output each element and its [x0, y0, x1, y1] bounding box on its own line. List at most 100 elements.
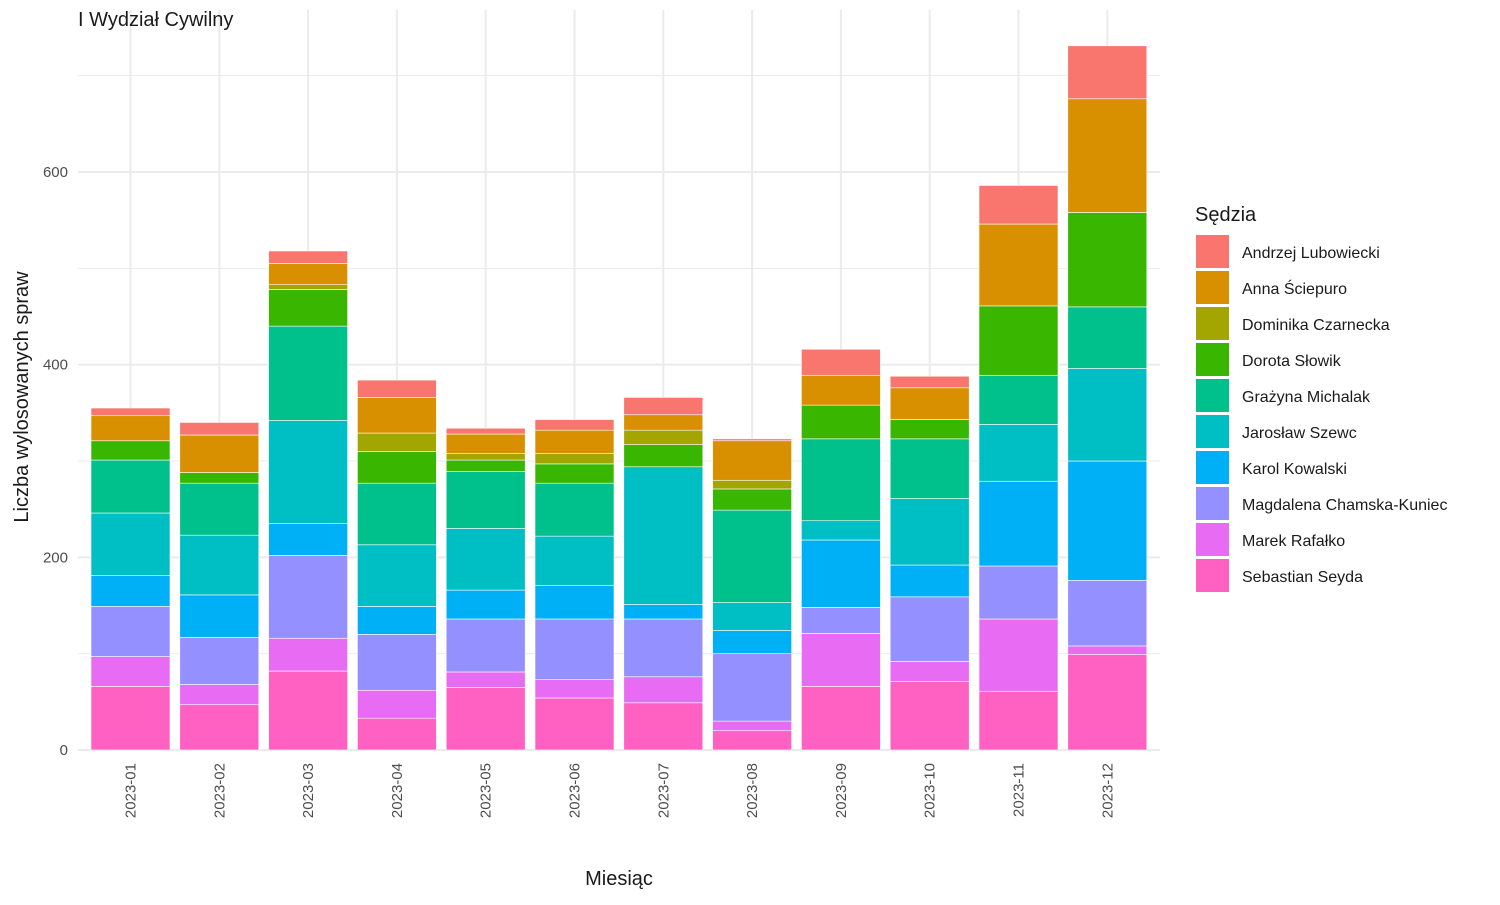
y-tick-label: 200	[43, 549, 68, 566]
bar-segment	[712, 509, 792, 603]
bar-segment	[179, 422, 260, 436]
bar-segment	[90, 686, 171, 751]
bar-segment	[623, 444, 704, 468]
bar-segment	[623, 604, 704, 620]
bar-segment	[445, 618, 526, 673]
bar-segment	[445, 471, 526, 529]
bar-segment	[978, 424, 1059, 482]
x-tick-label: 2023-04	[389, 763, 406, 818]
legend-key	[1196, 559, 1229, 592]
bar-segment	[1067, 580, 1148, 647]
bar-segment	[889, 661, 970, 682]
bar-segment	[534, 697, 615, 751]
bar-segment	[1067, 645, 1148, 655]
bar-segment	[534, 482, 615, 537]
legend-label: Jarosław Szewc	[1242, 425, 1357, 442]
bars	[90, 45, 1148, 751]
bar-segment	[179, 482, 260, 536]
bar-segment	[1067, 368, 1148, 462]
bar-segment	[357, 634, 437, 691]
bar-segment	[90, 606, 171, 657]
bar-segment	[357, 717, 437, 751]
bar-segment	[889, 596, 970, 662]
bar-segment	[712, 653, 792, 722]
bar-segment	[179, 636, 260, 685]
bar-segment	[889, 419, 970, 440]
bar-segment	[268, 263, 348, 286]
bar-segment	[534, 584, 615, 620]
bar-segment	[357, 379, 437, 398]
chart-title: I Wydział Cywilny	[78, 9, 233, 31]
bar-segment	[268, 284, 348, 290]
y-axis-ticks: 0 200 400 600	[43, 164, 68, 759]
legend-label: Karol Kowalski	[1242, 461, 1347, 478]
bar-segment	[623, 676, 704, 704]
bar-segment	[445, 427, 526, 435]
bar-segment	[179, 434, 260, 473]
bar-segment	[623, 429, 704, 445]
bar-segment	[889, 498, 970, 566]
bar-segment	[534, 618, 615, 680]
y-tick-label: 400	[43, 357, 68, 374]
bar-segment	[90, 407, 171, 417]
y-tick-label: 600	[43, 164, 68, 181]
x-tick-label: 2023-09	[833, 763, 850, 818]
bar-segment	[90, 656, 171, 687]
bar-segment	[712, 730, 792, 751]
bar-segment	[712, 630, 792, 654]
bar-segment	[623, 414, 704, 431]
bar-segment	[623, 618, 704, 678]
legend-key	[1196, 343, 1229, 376]
bar-segment	[978, 565, 1059, 620]
x-axis-ticks: 2023-01 2023-02 2023-03 2023-04 2023-05 2023-…	[123, 763, 1117, 818]
legend-items: Andrzej Lubowiecki Anna Ściepuro Dominika …	[1196, 235, 1447, 592]
legend-key	[1196, 307, 1229, 340]
bar-segment	[1067, 460, 1148, 581]
bar-segment	[1067, 654, 1148, 751]
legend-label: Magdalena Chamska-Kuniec	[1242, 497, 1447, 514]
bar-segment	[978, 618, 1059, 692]
x-axis-title: Miesiąc	[585, 868, 653, 890]
bar-segment	[801, 404, 881, 440]
bar-segment	[623, 397, 704, 416]
bar-segment	[534, 452, 615, 465]
bar-segment	[1067, 98, 1148, 213]
bar-segment	[268, 523, 348, 556]
bar-segment	[268, 555, 348, 639]
legend-label: Grażyna Michalak	[1242, 389, 1371, 406]
bar-segment	[90, 440, 171, 461]
legend-key	[1196, 415, 1229, 448]
x-tick-label: 2023-02	[211, 763, 228, 818]
x-tick-label: 2023-03	[300, 763, 317, 818]
x-tick-label: 2023-12	[1099, 763, 1116, 818]
bar-segment	[889, 564, 970, 598]
bar-segment	[1067, 306, 1148, 369]
bar-segment	[179, 472, 260, 484]
legend-label: Anna Ściepuro	[1242, 279, 1347, 298]
bar-segment	[268, 289, 348, 327]
y-tick-label: 0	[60, 742, 68, 759]
bar-segment	[712, 438, 792, 442]
bar-segment	[445, 589, 526, 620]
bar-segment	[445, 687, 526, 751]
bar-segment	[801, 686, 881, 751]
bar-segment	[268, 250, 348, 264]
bar-segment	[712, 602, 792, 631]
bar-segment	[357, 451, 437, 484]
bar-segment	[179, 684, 260, 706]
bar-segment	[90, 415, 171, 442]
bar-segment	[889, 375, 970, 389]
bar-segment	[801, 633, 881, 687]
bar-segment	[357, 432, 437, 452]
bar-segment	[712, 440, 792, 481]
legend-label: Marek Rafałko	[1242, 533, 1345, 550]
bar-segment	[801, 607, 881, 634]
x-tick-label: 2023-01	[123, 763, 140, 818]
bar-segment	[268, 637, 348, 672]
bar-segment	[712, 479, 792, 490]
bar-segment	[357, 544, 437, 607]
bar-segment	[801, 520, 881, 541]
bar-segment	[978, 305, 1059, 376]
